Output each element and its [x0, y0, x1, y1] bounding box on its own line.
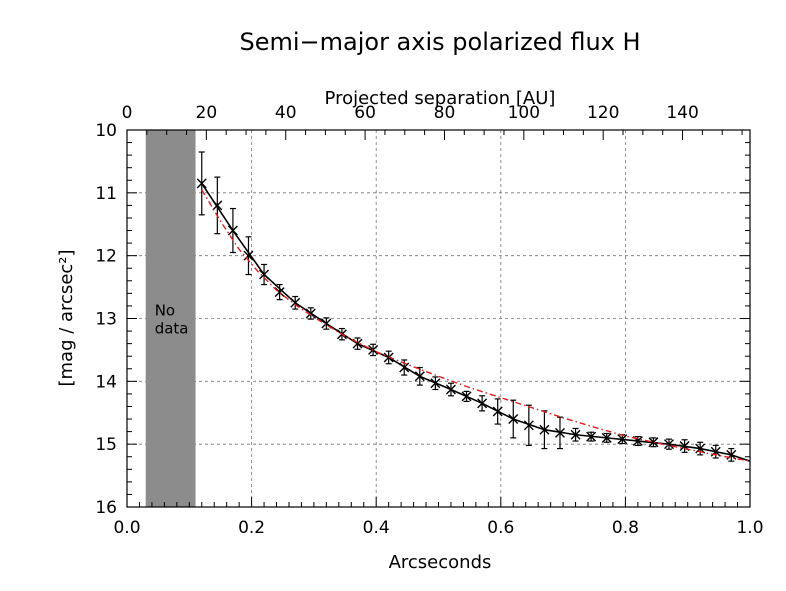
- y-tick-label: 14: [95, 372, 117, 392]
- x-tick-label: 1.0: [736, 518, 763, 538]
- x-axis-label: Arcseconds: [389, 552, 492, 573]
- x2-tick-label: 60: [354, 103, 376, 123]
- no-data-label: data: [155, 319, 189, 337]
- model-line: [201, 189, 751, 462]
- x2-tick-label: 120: [587, 103, 619, 123]
- series-group: [196, 151, 751, 462]
- data-point: [523, 420, 534, 431]
- x-tick-label: 0.4: [363, 518, 390, 538]
- chart-title: Semi−major axis polarized flux H: [239, 28, 640, 56]
- grid: [127, 130, 750, 507]
- x-tick-label: 0.6: [487, 518, 514, 538]
- x2-tick-label: 20: [196, 103, 218, 123]
- y-tick-label: 13: [95, 310, 117, 330]
- y-tick-label: 12: [95, 247, 117, 267]
- x-tick-label: 0.0: [113, 518, 140, 538]
- x2-tick-label: 140: [666, 103, 698, 123]
- x-tick-label: 0.2: [238, 518, 265, 538]
- data-point: [212, 200, 223, 211]
- data-point: [274, 287, 285, 298]
- y-tick-label: 15: [95, 435, 117, 455]
- y-axis-label: [mag / arcsec²]: [56, 249, 77, 386]
- x2-tick-label: 100: [508, 103, 540, 123]
- y-tick-label: 16: [95, 498, 117, 518]
- no-data-label: No: [155, 301, 175, 319]
- x2-tick-label: 40: [275, 103, 297, 123]
- x-tick-label: 0.8: [612, 518, 639, 538]
- data-point: [243, 250, 254, 261]
- y-tick-label: 10: [95, 121, 117, 141]
- ticks-group: 0.0 0.2 0.4 0.6 0.8 1.0 0 20 40 60 80 100 120 140 10 11…: [95, 103, 763, 538]
- no-data-rect: [145, 130, 196, 507]
- x2-axis-label: Projected separation [AU]: [325, 88, 556, 109]
- fit-line: [201, 182, 751, 462]
- x2-tick-label: 0: [122, 103, 133, 123]
- y-tick-label: 11: [95, 184, 117, 204]
- x2-tick-label: 80: [434, 103, 456, 123]
